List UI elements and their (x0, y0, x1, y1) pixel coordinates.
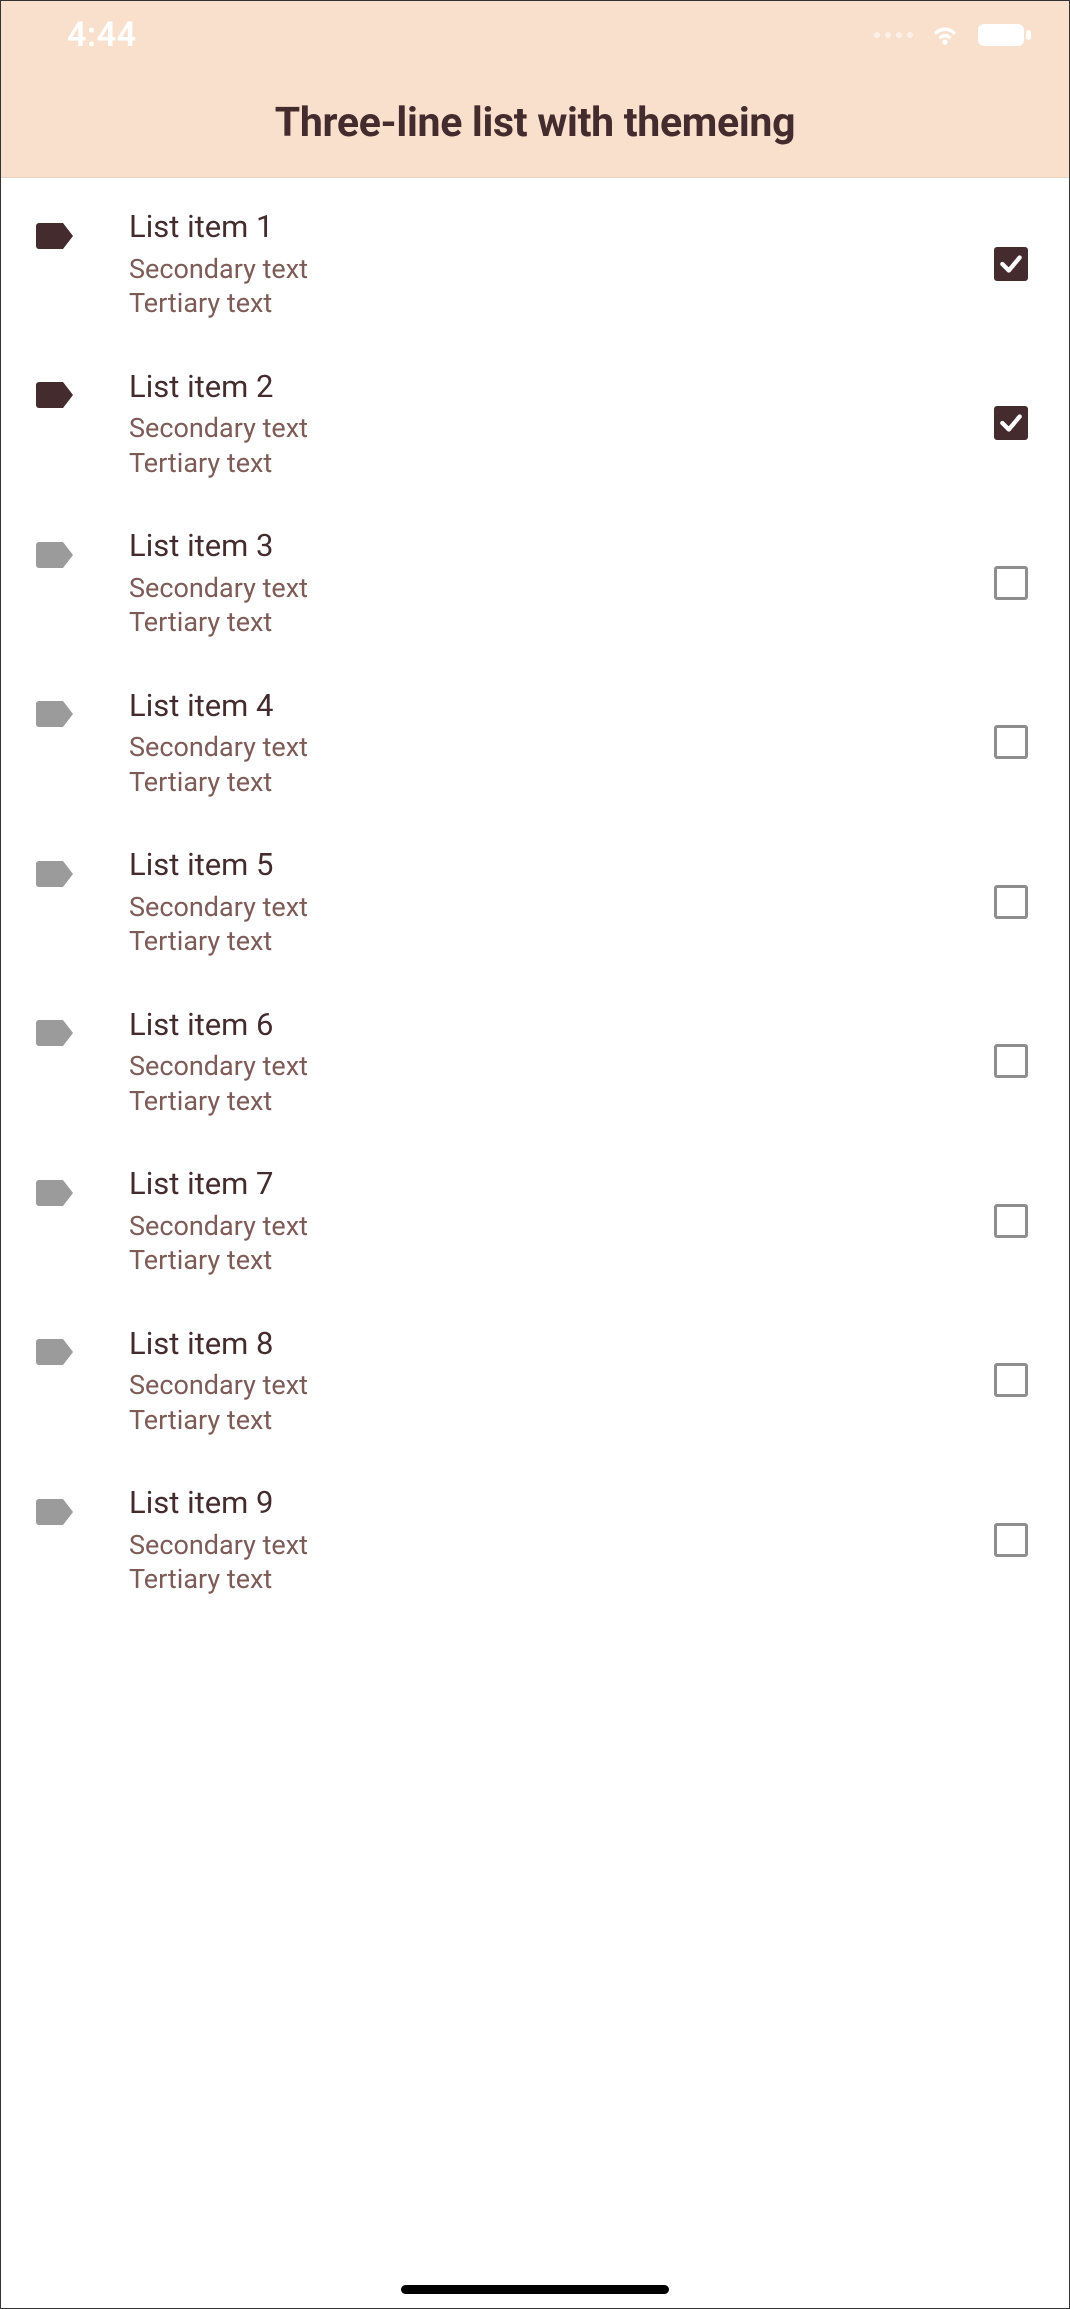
tertiary-text: Tertiary text (129, 1563, 987, 1595)
trailing-slot (987, 885, 1035, 919)
list-item[interactable]: List item 9 Secondary text Tertiary text (1, 1460, 1069, 1620)
header-region: 4:44 Three-line list with themeing (1, 1, 1069, 178)
checkbox[interactable] (994, 885, 1028, 919)
status-time: 4:44 (67, 15, 137, 55)
label-icon (35, 859, 75, 889)
checkbox[interactable] (994, 1523, 1028, 1557)
secondary-text: Secondary text (129, 731, 987, 763)
checkbox[interactable] (994, 1204, 1028, 1238)
label-icon (35, 380, 75, 410)
tertiary-text: Tertiary text (129, 606, 987, 638)
tertiary-text: Tertiary text (129, 287, 987, 319)
status-icons (874, 17, 1033, 53)
label-icon (35, 1497, 75, 1527)
trailing-slot (987, 1204, 1035, 1238)
secondary-text: Secondary text (129, 572, 987, 604)
trailing-slot (987, 566, 1035, 600)
trailing-slot (987, 1523, 1035, 1557)
list[interactable]: List item 1 Secondary text Tertiary text… (1, 178, 1069, 1620)
app-bar: Three-line list with themeing (1, 69, 1069, 177)
trailing-slot (987, 1363, 1035, 1397)
primary-text: List item 8 (129, 1325, 987, 1364)
status-bar: 4:44 (1, 1, 1069, 69)
list-item[interactable]: List item 1 Secondary text Tertiary text (1, 184, 1069, 344)
tertiary-text: Tertiary text (129, 447, 987, 479)
leading-icon-slot (35, 859, 75, 889)
list-item[interactable]: List item 4 Secondary text Tertiary text (1, 663, 1069, 823)
text-block: List item 9 Secondary text Tertiary text (75, 1484, 987, 1596)
label-icon (35, 1337, 75, 1367)
primary-text: List item 5 (129, 846, 987, 885)
cellular-icon (874, 32, 913, 38)
list-item[interactable]: List item 2 Secondary text Tertiary text (1, 344, 1069, 504)
checkbox[interactable] (994, 566, 1028, 600)
secondary-text: Secondary text (129, 412, 987, 444)
text-block: List item 3 Secondary text Tertiary text (75, 527, 987, 639)
checkbox[interactable] (994, 1044, 1028, 1078)
secondary-text: Secondary text (129, 1369, 987, 1401)
trailing-slot (987, 406, 1035, 440)
secondary-text: Secondary text (129, 253, 987, 285)
home-indicator (401, 2285, 669, 2294)
leading-icon-slot (35, 221, 75, 251)
tertiary-text: Tertiary text (129, 1085, 987, 1117)
label-icon (35, 540, 75, 570)
text-block: List item 4 Secondary text Tertiary text (75, 687, 987, 799)
text-block: List item 2 Secondary text Tertiary text (75, 368, 987, 480)
text-block: List item 8 Secondary text Tertiary text (75, 1325, 987, 1437)
secondary-text: Secondary text (129, 1529, 987, 1561)
leading-icon-slot (35, 699, 75, 729)
tertiary-text: Tertiary text (129, 1244, 987, 1276)
leading-icon-slot (35, 1497, 75, 1527)
trailing-slot (987, 247, 1035, 281)
trailing-slot (987, 1044, 1035, 1078)
checkbox[interactable] (994, 406, 1028, 440)
text-block: List item 5 Secondary text Tertiary text (75, 846, 987, 958)
primary-text: List item 6 (129, 1006, 987, 1045)
checkbox[interactable] (994, 1363, 1028, 1397)
leading-icon-slot (35, 1337, 75, 1367)
trailing-slot (987, 725, 1035, 759)
list-item[interactable]: List item 5 Secondary text Tertiary text (1, 822, 1069, 982)
leading-icon-slot (35, 540, 75, 570)
list-item[interactable]: List item 3 Secondary text Tertiary text (1, 503, 1069, 663)
label-icon (35, 221, 75, 251)
tertiary-text: Tertiary text (129, 766, 987, 798)
battery-icon (977, 21, 1033, 49)
leading-icon-slot (35, 1018, 75, 1048)
checkbox[interactable] (994, 725, 1028, 759)
secondary-text: Secondary text (129, 891, 987, 923)
primary-text: List item 3 (129, 527, 987, 566)
secondary-text: Secondary text (129, 1210, 987, 1242)
leading-icon-slot (35, 1178, 75, 1208)
label-icon (35, 1018, 75, 1048)
page-title: Three-line list with themeing (275, 99, 795, 147)
primary-text: List item 4 (129, 687, 987, 726)
text-block: List item 7 Secondary text Tertiary text (75, 1165, 987, 1277)
primary-text: List item 7 (129, 1165, 987, 1204)
wifi-icon (927, 17, 963, 53)
list-item[interactable]: List item 7 Secondary text Tertiary text (1, 1141, 1069, 1301)
list-item[interactable]: List item 8 Secondary text Tertiary text (1, 1301, 1069, 1461)
tertiary-text: Tertiary text (129, 1404, 987, 1436)
checkbox[interactable] (994, 247, 1028, 281)
primary-text: List item 1 (129, 208, 987, 247)
tertiary-text: Tertiary text (129, 925, 987, 957)
primary-text: List item 9 (129, 1484, 987, 1523)
label-icon (35, 699, 75, 729)
list-item[interactable]: List item 6 Secondary text Tertiary text (1, 982, 1069, 1142)
label-icon (35, 1178, 75, 1208)
text-block: List item 6 Secondary text Tertiary text (75, 1006, 987, 1118)
secondary-text: Secondary text (129, 1050, 987, 1082)
text-block: List item 1 Secondary text Tertiary text (75, 208, 987, 320)
leading-icon-slot (35, 380, 75, 410)
primary-text: List item 2 (129, 368, 987, 407)
